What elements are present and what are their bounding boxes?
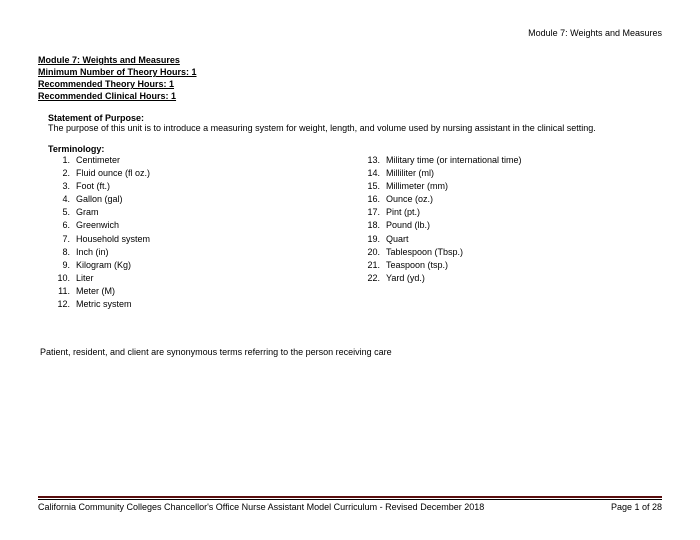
terminology-item: 22. Yard (yd.) [362, 272, 662, 285]
terminology-item-label: Yard (yd.) [386, 272, 425, 285]
terminology-item-number: 4. [52, 193, 70, 206]
terminology-item: 2. Fluid ounce (fl oz.) [52, 167, 362, 180]
terminology-item-label: Tablespoon (Tbsp.) [386, 246, 463, 259]
terminology-item: 3. Foot (ft.) [52, 180, 362, 193]
terminology-columns: 1. Centimeter 2. Fluid ounce (fl oz.) 3. Foot… [52, 154, 662, 311]
terminology-item-number: 16. [362, 193, 380, 206]
terminology-item: 13. Military time (or international time) [362, 154, 662, 167]
terminology-item-label: Liter [76, 272, 94, 285]
terminology-item-number: 14. [362, 167, 380, 180]
terminology-item: 15. Millimeter (mm) [362, 180, 662, 193]
terminology-item-label: Pint (pt.) [386, 206, 420, 219]
terminology-item: 1. Centimeter [52, 154, 362, 167]
terminology-item: 7. Household system [52, 233, 362, 246]
terminology-item-label: Household system [76, 233, 150, 246]
terminology-item-number: 9. [52, 259, 70, 272]
terminology-item-label: Pound (lb.) [386, 219, 430, 232]
terminology-item-number: 11. [52, 285, 70, 298]
footer-rule [38, 496, 662, 498]
terminology-item: 11. Meter (M) [52, 285, 362, 298]
module-title-line: Module 7: Weights and Measures [38, 54, 662, 66]
terminology-item-label: Kilogram (Kg) [76, 259, 131, 272]
terminology-item-label: Inch (in) [76, 246, 109, 259]
terminology-item-number: 10. [52, 272, 70, 285]
terminology-title: Terminology [48, 144, 662, 154]
rec-theory-hours: Recommended Theory Hours: 1 [38, 78, 662, 90]
footer-page-number: Page 1 of 28 [611, 502, 662, 512]
terminology-item: 4. Gallon (gal) [52, 193, 362, 206]
terminology-item-label: Millimeter (mm) [386, 180, 448, 193]
module-headers: Module 7: Weights and Measures Minimum N… [38, 54, 662, 103]
terminology-col-right: 13. Military time (or international time)… [362, 154, 662, 311]
terminology-item: 5. Gram [52, 206, 362, 219]
terminology-item-label: Teaspoon (tsp.) [386, 259, 448, 272]
min-theory-hours: Minimum Number of Theory Hours: 1 [38, 66, 662, 78]
terminology-item: 14. Milliliter (ml) [362, 167, 662, 180]
terminology-item-number: 7. [52, 233, 70, 246]
terminology-item: 16. Ounce (oz.) [362, 193, 662, 206]
terminology-item-label: Metric system [76, 298, 132, 311]
terminology-item-label: Meter (M) [76, 285, 115, 298]
terminology-item-label: Foot (ft.) [76, 180, 110, 193]
terminology-item-number: 12. [52, 298, 70, 311]
terminology-item-label: Greenwich [76, 219, 119, 232]
terminology-item-label: Ounce (oz.) [386, 193, 433, 206]
terminology-item: 18. Pound (lb.) [362, 219, 662, 232]
terminology-item: 8. Inch (in) [52, 246, 362, 259]
terminology-item: 21. Teaspoon (tsp.) [362, 259, 662, 272]
terminology-item-number: 2. [52, 167, 70, 180]
terminology-item-label: Fluid ounce (fl oz.) [76, 167, 150, 180]
terminology-item-label: Milliliter (ml) [386, 167, 434, 180]
statement-of-purpose-title: Statement of Purpose [48, 113, 662, 123]
terminology-item: 20. Tablespoon (Tbsp.) [362, 246, 662, 259]
terminology-item: 6. Greenwich [52, 219, 362, 232]
rec-clinical-hours: Recommended Clinical Hours: 1 [38, 90, 662, 102]
terminology-item-number: 1. [52, 154, 70, 167]
terminology-item-label: Military time (or international time) [386, 154, 522, 167]
terminology-item-number: 15. [362, 180, 380, 193]
terminology-item-number: 19. [362, 233, 380, 246]
terminology-item-label: Gallon (gal) [76, 193, 123, 206]
terminology-item-number: 21. [362, 259, 380, 272]
terminology-item-number: 13. [362, 154, 380, 167]
terminology-item-label: Quart [386, 233, 409, 246]
terminology-item-number: 18. [362, 219, 380, 232]
terminology-item-number: 22. [362, 272, 380, 285]
terminology-item-number: 20. [362, 246, 380, 259]
terminology-item-number: 5. [52, 206, 70, 219]
header-module-title: Module 7: Weights and Measures [38, 28, 662, 38]
terminology-col-left: 1. Centimeter 2. Fluid ounce (fl oz.) 3. Foot… [52, 154, 362, 311]
page-footer: California Community Colleges Chancellor… [38, 496, 662, 512]
terminology-block: Terminology 1. Centimeter 2. Fluid ounce (f… [48, 144, 662, 311]
terminology-item: 9. Kilogram (Kg) [52, 259, 362, 272]
terminology-item-number: 17. [362, 206, 380, 219]
terminology-item-number: 3. [52, 180, 70, 193]
terminology-item: 12. Metric system [52, 298, 362, 311]
statement-of-purpose-body: The purpose of this unit is to introduce… [48, 123, 662, 135]
terminology-item-label: Centimeter [76, 154, 120, 167]
terminology-item: 19. Quart [362, 233, 662, 246]
synonym-note: Patient, resident, and client are synony… [40, 347, 662, 357]
footer-left-text: California Community Colleges Chancellor… [38, 502, 484, 512]
terminology-item-number: 6. [52, 219, 70, 232]
terminology-item-label: Gram [76, 206, 99, 219]
terminology-item: 17. Pint (pt.) [362, 206, 662, 219]
terminology-item-number: 8. [52, 246, 70, 259]
terminology-item: 10. Liter [52, 272, 362, 285]
